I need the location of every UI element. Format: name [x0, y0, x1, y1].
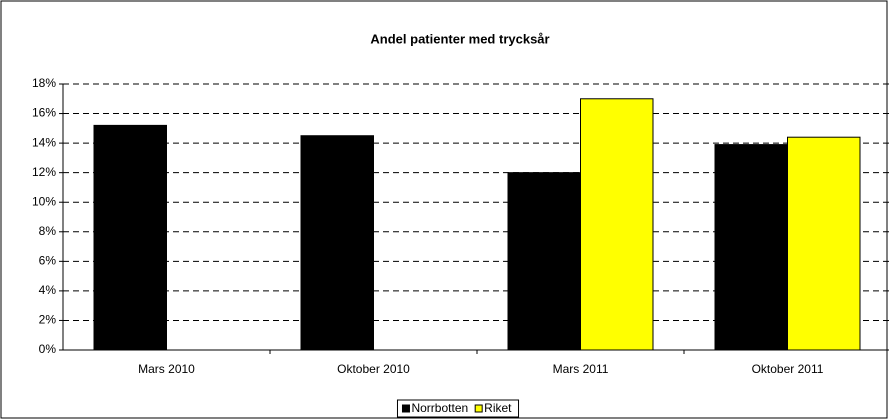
- y-tick-label: 16%: [32, 106, 56, 120]
- y-tick-label: 6%: [39, 254, 57, 268]
- y-tick-label: 18%: [32, 76, 56, 90]
- legend-label: Riket: [484, 401, 512, 415]
- legend-swatch: [401, 404, 410, 413]
- bar: [580, 98, 654, 351]
- y-tick-label: 12%: [32, 165, 56, 179]
- y-tick-label: 8%: [39, 224, 57, 238]
- y-tick-label: 2%: [39, 313, 57, 327]
- legend-box: [396, 399, 520, 418]
- legend-label: Norrbotten: [411, 401, 468, 415]
- bar: [300, 135, 374, 351]
- x-tick-label: Mars 2011: [553, 362, 609, 376]
- bar: [787, 136, 861, 351]
- x-tick-label: Mars 2010: [138, 362, 195, 376]
- bar: [507, 172, 581, 351]
- y-tick-label: 4%: [39, 283, 57, 297]
- chart-title: Andel patienter med trycksår: [370, 31, 549, 46]
- bar: [93, 124, 167, 351]
- legend-swatch: [474, 404, 483, 413]
- y-tick-label: 10%: [32, 194, 56, 208]
- y-tick-label: 14%: [32, 135, 56, 149]
- x-tick-label: Oktober 2011: [752, 362, 824, 376]
- x-tick-label: Oktober 2010: [337, 362, 410, 376]
- bar: [714, 144, 788, 351]
- y-tick-label: 0%: [39, 342, 57, 356]
